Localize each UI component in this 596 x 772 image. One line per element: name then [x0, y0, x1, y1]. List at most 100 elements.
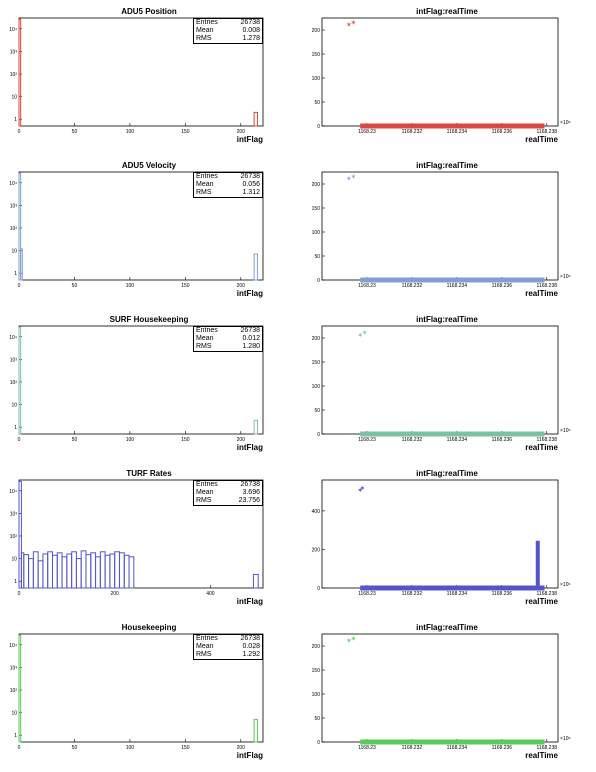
- x-tick-label: 50: [72, 745, 78, 751]
- x-tick-label: 50: [72, 283, 78, 289]
- stats-row: Entries 26738: [196, 327, 260, 335]
- x-axis-label: intFlag: [236, 751, 263, 760]
- y-tick-label: 400: [312, 509, 321, 515]
- x-tick-label: 400: [206, 591, 215, 597]
- stats-value: 0.012: [242, 335, 260, 342]
- hist-bin: [66, 553, 73, 589]
- y-tick-label: 10³: [10, 203, 18, 209]
- x-tick-label: 200: [237, 283, 246, 289]
- y-tick-label: 10: [11, 95, 17, 101]
- y-tick-label: 150: [312, 668, 321, 674]
- x-tick-label: 1168.234: [447, 437, 468, 443]
- hist-bin: [42, 553, 49, 589]
- chart-title: intFlag:realTime: [416, 469, 478, 478]
- hist-bin: [18, 634, 22, 743]
- plot-svg: 0 50 100 150 200 1 10 10² 10³ 10⁴: [9, 325, 264, 443]
- y-tick-label: 0: [317, 124, 320, 130]
- y-tick-label: 10²: [10, 380, 18, 386]
- x-tick-label: 1168.23: [358, 591, 376, 597]
- x-tick-label: 1168.238: [537, 129, 558, 135]
- x-tick-label: 1168.23: [358, 283, 376, 289]
- x-axis-label: realTime: [525, 443, 558, 452]
- y-tick-label: 10²: [10, 72, 18, 78]
- y-tick-label: 10⁴: [9, 489, 17, 495]
- hist-bin: [47, 551, 53, 589]
- x-tick-label: 1168.23: [358, 745, 376, 751]
- x-tick-label: 200: [237, 745, 246, 751]
- y-tick-label: 10: [11, 249, 17, 255]
- stats-value: 0.008: [242, 27, 260, 34]
- stats-box: Entries 26738 Mean 0.012 RMS 1.280: [193, 326, 263, 352]
- stats-value: 0.028: [242, 643, 260, 650]
- hist-bin: [37, 560, 44, 589]
- stats-key: Mean: [196, 335, 214, 342]
- plot-frame: [321, 171, 559, 281]
- hist-bin: [95, 556, 101, 589]
- plot-frame: [321, 633, 559, 743]
- hist-bin: [51, 554, 58, 589]
- hist-bin: [18, 18, 22, 127]
- plot-svg: 0 50 100 150 200 1 10 10² 10³ 10⁴: [9, 17, 264, 135]
- scatter-point: ✶: [360, 485, 366, 493]
- x-tick-label: 150: [181, 283, 190, 289]
- hist-bin: [20, 248, 23, 281]
- stats-key: Entries: [196, 19, 218, 26]
- stats-row: RMS 1.312: [196, 189, 260, 197]
- x-multiplier: ×10⁶: [560, 120, 571, 126]
- y-tick-label: 150: [312, 360, 321, 366]
- x-axis-label: intFlag: [236, 289, 263, 298]
- y-tick-label: 1: [14, 733, 17, 739]
- scatter-wall: [535, 540, 540, 588]
- x-tick-label: 1168.238: [537, 745, 558, 751]
- stats-row: Mean 0.008: [196, 27, 260, 35]
- chart-title: ADU5 Velocity: [121, 161, 177, 170]
- y-tick-label: 10: [11, 711, 17, 717]
- panel-h4: Housekeeping 0 50 100 150 200 1 10 10² 10³ 10⁴ Entr…: [0, 616, 298, 770]
- hist-bin: [109, 553, 116, 589]
- scatter-point: ✶: [346, 21, 352, 29]
- stats-value: 23.756: [238, 497, 260, 504]
- y-tick-label: 1: [14, 117, 17, 123]
- y-tick-label: 10⁴: [9, 27, 17, 33]
- scatter-band: [360, 585, 545, 591]
- y-tick-label: 150: [312, 52, 321, 58]
- scatter-point: ✶: [357, 487, 363, 495]
- x-tick-label: 1168.232: [402, 745, 423, 751]
- hist-bin: [18, 480, 22, 589]
- hist-bin: [85, 554, 92, 589]
- stats-row: Entries 26738: [196, 635, 260, 643]
- stats-row: RMS 1.280: [196, 343, 260, 351]
- y-tick-label: 150: [312, 206, 321, 212]
- chart-title: TURF Rates: [126, 469, 172, 478]
- x-tick-label: 1168.232: [402, 129, 423, 135]
- scatter-point: ✶: [351, 173, 357, 181]
- stats-box: Entries 26738 Mean 3.696 RMS 23.756: [193, 480, 263, 506]
- hist-bin: [23, 554, 30, 589]
- stats-row: Entries 26738: [196, 19, 260, 27]
- x-tick-label: 1168.236: [492, 129, 513, 135]
- x-multiplier: ×10⁶: [560, 274, 571, 280]
- x-tick-label: 200: [111, 591, 120, 597]
- stats-key: Entries: [196, 481, 218, 488]
- x-tick-label: 50: [72, 437, 78, 443]
- stats-row: Entries 26738: [196, 481, 260, 489]
- y-tick-label: 10⁴: [9, 181, 17, 187]
- x-axis-label: intFlag: [236, 135, 263, 144]
- chart-title: intFlag:realTime: [416, 7, 478, 16]
- stats-key: Mean: [196, 643, 214, 650]
- panel-h1: ADU5 Velocity 0 50 100 150 200 1 10 10² 10³ 10⁴ Ent…: [0, 154, 298, 308]
- hist-bin: [118, 552, 125, 589]
- x-tick-label: 1168.236: [492, 437, 513, 443]
- x-tick-label: 1168.232: [402, 437, 423, 443]
- x-tick-label: 200: [237, 437, 246, 443]
- x-axis-label: realTime: [525, 289, 558, 298]
- scatter-point: ✶: [346, 175, 352, 183]
- y-tick-label: 10²: [10, 534, 18, 540]
- y-tick-label: 10³: [10, 511, 18, 517]
- y-tick-label: 200: [312, 336, 321, 342]
- x-tick-label: 0: [18, 591, 21, 597]
- y-tick-label: 100: [312, 384, 321, 390]
- x-tick-label: 100: [126, 437, 135, 443]
- hist-bin: [90, 552, 97, 589]
- y-tick-label: 200: [312, 644, 321, 650]
